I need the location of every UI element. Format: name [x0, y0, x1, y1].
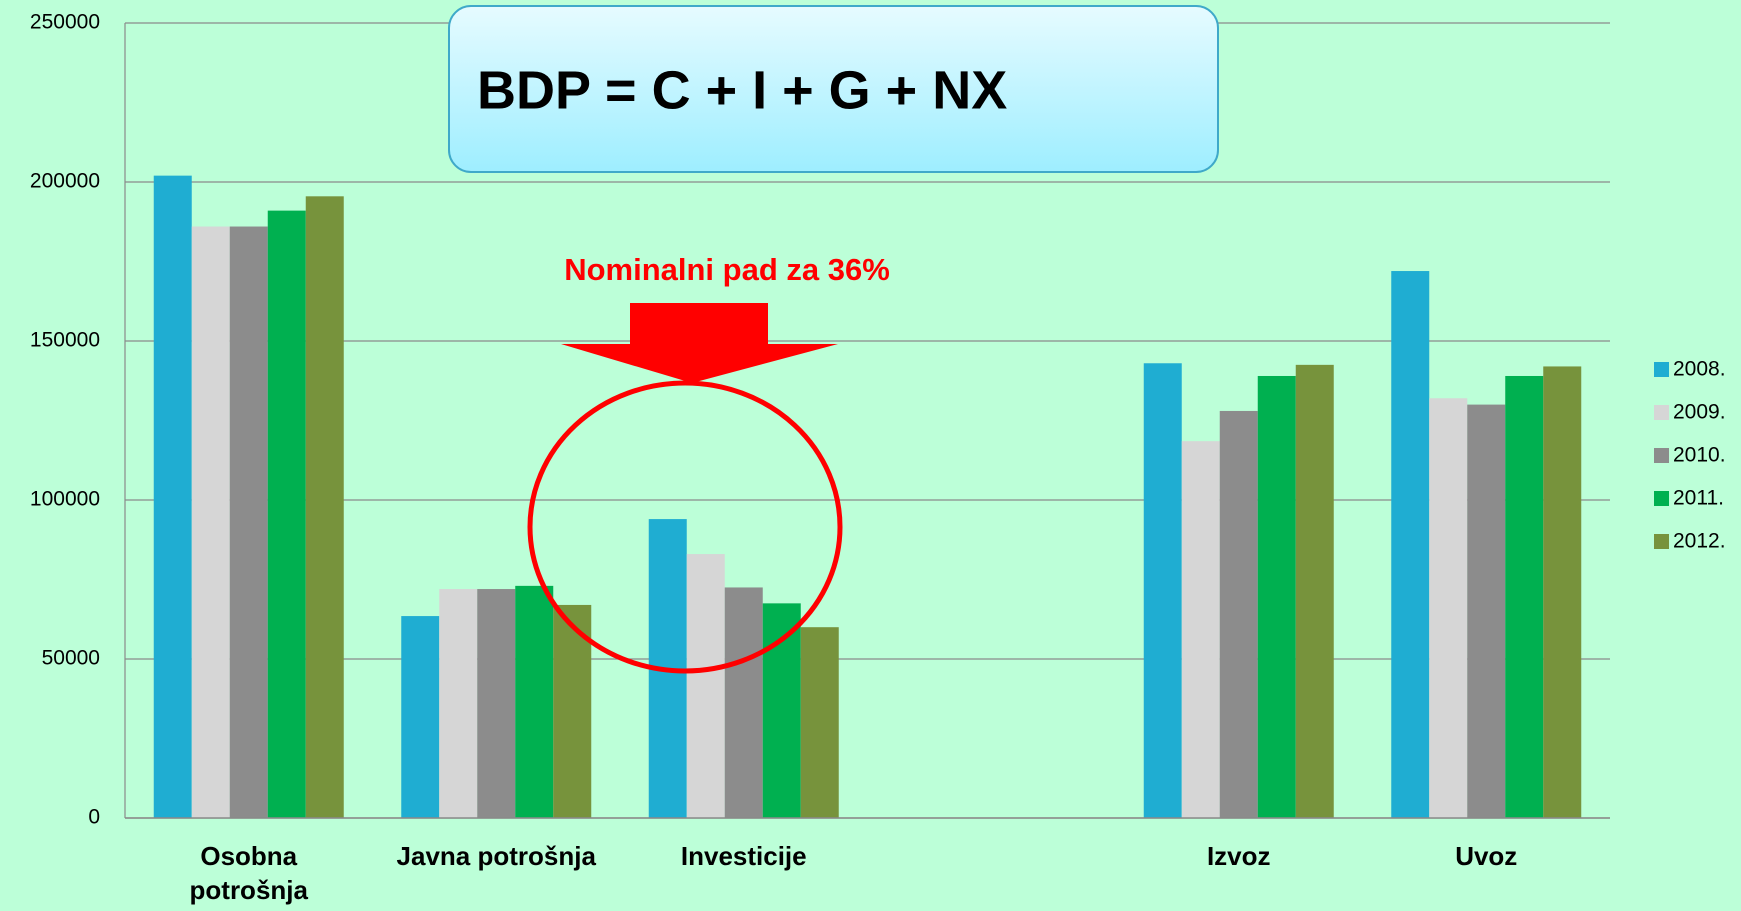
bar	[1257, 375, 1296, 818]
bar	[1143, 363, 1182, 818]
bar	[477, 589, 516, 818]
legend-label: 2008.	[1673, 358, 1726, 381]
x-tick-label: Osobna potrošnja	[189, 841, 308, 905]
bar	[1219, 410, 1258, 818]
x-tick-label: Izvoz	[1206, 841, 1271, 871]
bar	[762, 603, 801, 818]
legend-swatch	[1654, 405, 1669, 420]
bar	[1429, 398, 1468, 818]
x-tick-label: Javna potrošnja	[396, 841, 596, 871]
bar	[1391, 271, 1430, 818]
plot-area: 0 50000 100000 150000 200000 250000	[30, 11, 1610, 829]
bar	[401, 616, 440, 818]
bar	[1181, 441, 1220, 818]
bar	[305, 196, 344, 818]
chart-title: BDP = C + I + G + NX	[477, 60, 1007, 120]
y-tick-label: 250000	[30, 11, 100, 34]
bar	[1295, 364, 1334, 818]
bar	[724, 587, 763, 818]
bar	[1543, 366, 1582, 818]
legend-label: 2012.	[1673, 530, 1726, 553]
legend-swatch	[1654, 448, 1669, 463]
highlight-circle	[527, 380, 843, 674]
bar	[800, 627, 839, 818]
bar	[191, 226, 230, 818]
legend-label: 2009.	[1673, 401, 1726, 424]
legend-swatch	[1654, 362, 1669, 377]
x-tick-label: Uvoz	[1455, 841, 1518, 871]
legend-swatch	[1654, 491, 1669, 506]
bar	[515, 585, 554, 818]
y-tick-label: 0	[88, 806, 100, 829]
bar	[229, 226, 268, 818]
legend-label: 2011.	[1673, 487, 1724, 510]
arrow	[561, 303, 838, 383]
title-box	[448, 5, 1219, 173]
annotation: Nominalni pad za 36%	[564, 252, 890, 287]
bar	[439, 589, 478, 818]
y-tick-label: 150000	[30, 329, 100, 352]
bar	[267, 210, 306, 818]
legend-swatch	[1654, 534, 1669, 549]
bar	[553, 604, 592, 818]
legend-label: 2010.	[1673, 444, 1726, 467]
bar	[1467, 404, 1506, 818]
y-tick-label: 100000	[30, 488, 100, 511]
bar	[686, 554, 725, 818]
y-tick-label: 200000	[30, 170, 100, 193]
bar	[153, 175, 192, 818]
x-tick-label: Investicije	[680, 841, 807, 871]
bar	[1505, 375, 1544, 818]
y-tick-label: 50000	[42, 647, 100, 670]
